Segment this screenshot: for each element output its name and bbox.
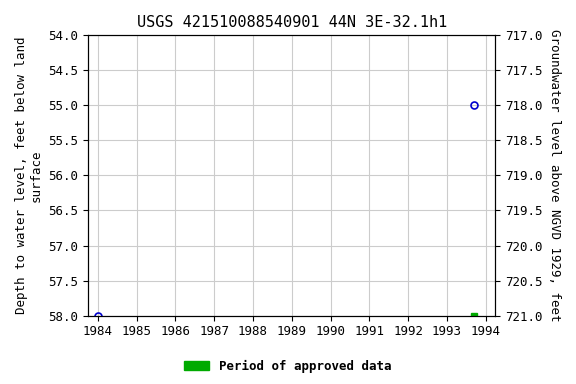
Legend: Period of approved data: Period of approved data: [179, 355, 397, 378]
Y-axis label: Groundwater level above NGVD 1929, feet: Groundwater level above NGVD 1929, feet: [548, 29, 561, 322]
Y-axis label: Depth to water level, feet below land
surface: Depth to water level, feet below land su…: [15, 37, 43, 314]
Title: USGS 421510088540901 44N 3E-32.1h1: USGS 421510088540901 44N 3E-32.1h1: [137, 15, 447, 30]
